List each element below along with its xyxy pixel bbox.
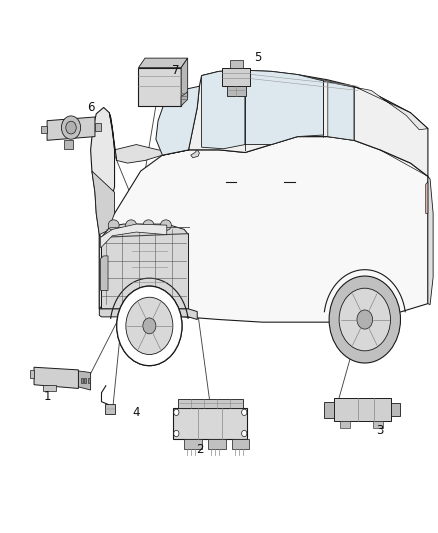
Ellipse shape	[160, 220, 171, 230]
Polygon shape	[334, 398, 391, 421]
Circle shape	[126, 297, 173, 354]
Ellipse shape	[143, 220, 154, 230]
Polygon shape	[324, 402, 334, 418]
Polygon shape	[191, 150, 199, 158]
Circle shape	[174, 409, 179, 416]
Text: 5: 5	[254, 51, 262, 63]
Polygon shape	[340, 421, 350, 428]
Polygon shape	[88, 378, 90, 383]
Polygon shape	[162, 70, 428, 176]
Polygon shape	[181, 58, 187, 106]
Polygon shape	[428, 176, 433, 305]
Circle shape	[329, 276, 400, 363]
Polygon shape	[138, 68, 181, 106]
Polygon shape	[47, 117, 95, 140]
Circle shape	[242, 409, 247, 416]
Polygon shape	[78, 371, 91, 390]
Polygon shape	[223, 68, 251, 86]
Text: 7: 7	[172, 64, 179, 77]
Polygon shape	[373, 421, 383, 428]
Polygon shape	[245, 70, 323, 144]
Polygon shape	[101, 256, 108, 290]
Polygon shape	[184, 439, 201, 449]
Polygon shape	[34, 367, 78, 389]
Circle shape	[117, 286, 182, 366]
Polygon shape	[138, 58, 187, 68]
Polygon shape	[99, 136, 428, 322]
Polygon shape	[30, 370, 34, 378]
Polygon shape	[178, 399, 243, 408]
Circle shape	[61, 116, 81, 139]
Circle shape	[66, 121, 76, 134]
Polygon shape	[156, 86, 199, 155]
Circle shape	[117, 286, 182, 366]
Polygon shape	[328, 82, 354, 140]
Polygon shape	[173, 408, 247, 439]
Circle shape	[143, 318, 156, 334]
Text: 1: 1	[43, 390, 51, 403]
Polygon shape	[84, 378, 86, 383]
Polygon shape	[230, 60, 243, 68]
Polygon shape	[99, 309, 197, 319]
Polygon shape	[391, 403, 399, 416]
Polygon shape	[99, 235, 102, 309]
Polygon shape	[95, 123, 101, 131]
Circle shape	[174, 430, 179, 437]
Polygon shape	[92, 171, 115, 235]
Polygon shape	[227, 86, 246, 96]
Text: 4: 4	[133, 406, 140, 419]
Polygon shape	[101, 224, 167, 248]
Polygon shape	[181, 92, 187, 106]
Polygon shape	[102, 224, 188, 309]
Polygon shape	[81, 378, 83, 383]
Circle shape	[242, 430, 247, 437]
Polygon shape	[91, 108, 115, 235]
Polygon shape	[41, 126, 47, 133]
Polygon shape	[232, 439, 250, 449]
Text: 3: 3	[376, 424, 384, 438]
Polygon shape	[426, 182, 428, 214]
Ellipse shape	[108, 220, 119, 230]
Polygon shape	[201, 70, 245, 149]
Ellipse shape	[126, 220, 137, 230]
Text: 2: 2	[196, 443, 203, 456]
Polygon shape	[201, 70, 428, 130]
Circle shape	[357, 310, 373, 329]
Polygon shape	[105, 405, 115, 414]
Polygon shape	[43, 385, 56, 391]
Circle shape	[339, 288, 391, 351]
Text: 6: 6	[87, 101, 94, 114]
Polygon shape	[110, 113, 167, 163]
Polygon shape	[64, 140, 73, 149]
Polygon shape	[208, 439, 226, 449]
